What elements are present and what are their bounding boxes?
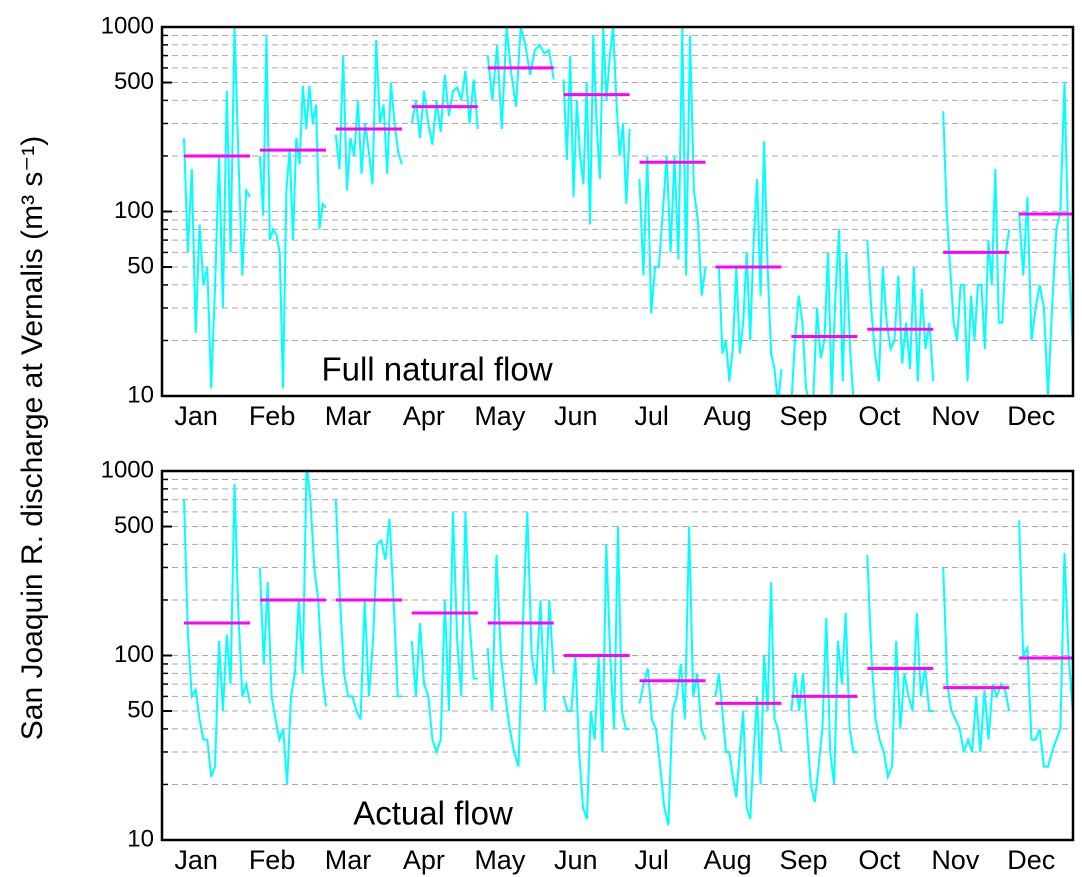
y-tick-label: 100 [114, 641, 154, 668]
flow-line [1018, 520, 1073, 768]
plot-frame [160, 25, 1075, 398]
flow-line [866, 240, 935, 382]
flow-line [334, 39, 403, 191]
x-tick-label: Oct [858, 401, 901, 431]
y-tick-label: 500 [114, 68, 154, 95]
flow-line [486, 511, 555, 767]
flow-line [866, 555, 934, 781]
flow-line [715, 141, 783, 396]
x-tick-label: Jan [174, 845, 218, 875]
x-tick-label: Jun [554, 401, 598, 431]
x-tick-label: Sep [779, 401, 827, 431]
x-tick-label: Jan [174, 401, 218, 431]
y-tick-label: 50 [127, 252, 154, 279]
y-tick-label: 50 [127, 696, 154, 723]
y-tick-label: 500 [114, 512, 154, 539]
flow-line [790, 612, 858, 803]
y-tick-label: 1000 [101, 456, 154, 483]
flow-line [562, 526, 630, 820]
x-tick-label: Nov [931, 845, 980, 875]
x-tick-label: Mar [325, 401, 372, 431]
plot-frame [160, 469, 1075, 842]
flow-line [638, 526, 707, 826]
plot-area [183, 471, 1073, 826]
x-tick-label: Feb [249, 845, 296, 875]
flow-line [714, 582, 783, 820]
flow-line [410, 511, 478, 756]
x-tick-label: Feb [249, 401, 296, 431]
flow-line [562, 27, 631, 225]
flow-line [183, 483, 252, 778]
y-tick-label: 10 [127, 381, 154, 408]
flow-line [183, 27, 251, 389]
flow-line [790, 229, 855, 396]
plot-area [183, 27, 1073, 396]
flow-line [258, 35, 327, 389]
x-tick-label: Aug [704, 401, 752, 431]
x-tick-label: May [474, 401, 526, 431]
x-tick-label: Sep [779, 845, 827, 875]
x-tick-label: Nov [931, 401, 980, 431]
x-tick-label: Jul [634, 401, 669, 431]
y-axis-title: San Joaquin R. discharge at Vernalis (m³… [16, 136, 49, 740]
x-tick-label: Mar [325, 845, 372, 875]
x-tick-label: Oct [858, 845, 901, 875]
flow-line [1018, 82, 1073, 396]
x-tick-label: Dec [1007, 845, 1055, 875]
x-tick-label: Apr [403, 845, 445, 875]
flow-line [486, 27, 555, 130]
flow-line [638, 27, 707, 314]
x-tick-label: Apr [403, 401, 445, 431]
y-tick-label: 1000 [101, 12, 154, 39]
flow-line [258, 471, 327, 785]
x-tick-label: May [474, 845, 526, 875]
x-tick-label: Aug [704, 845, 752, 875]
y-tick-label: 100 [114, 197, 154, 224]
annotation: Actual flow [353, 795, 513, 832]
x-tick-label: Dec [1007, 401, 1055, 431]
flow-line [334, 499, 402, 720]
x-tick-label: Jul [634, 845, 669, 875]
annotation: Full natural flow [321, 351, 552, 388]
flow-line [942, 111, 1011, 382]
x-tick-label: Jun [554, 845, 598, 875]
y-tick-label: 10 [127, 825, 154, 852]
flow-line [942, 567, 1011, 753]
